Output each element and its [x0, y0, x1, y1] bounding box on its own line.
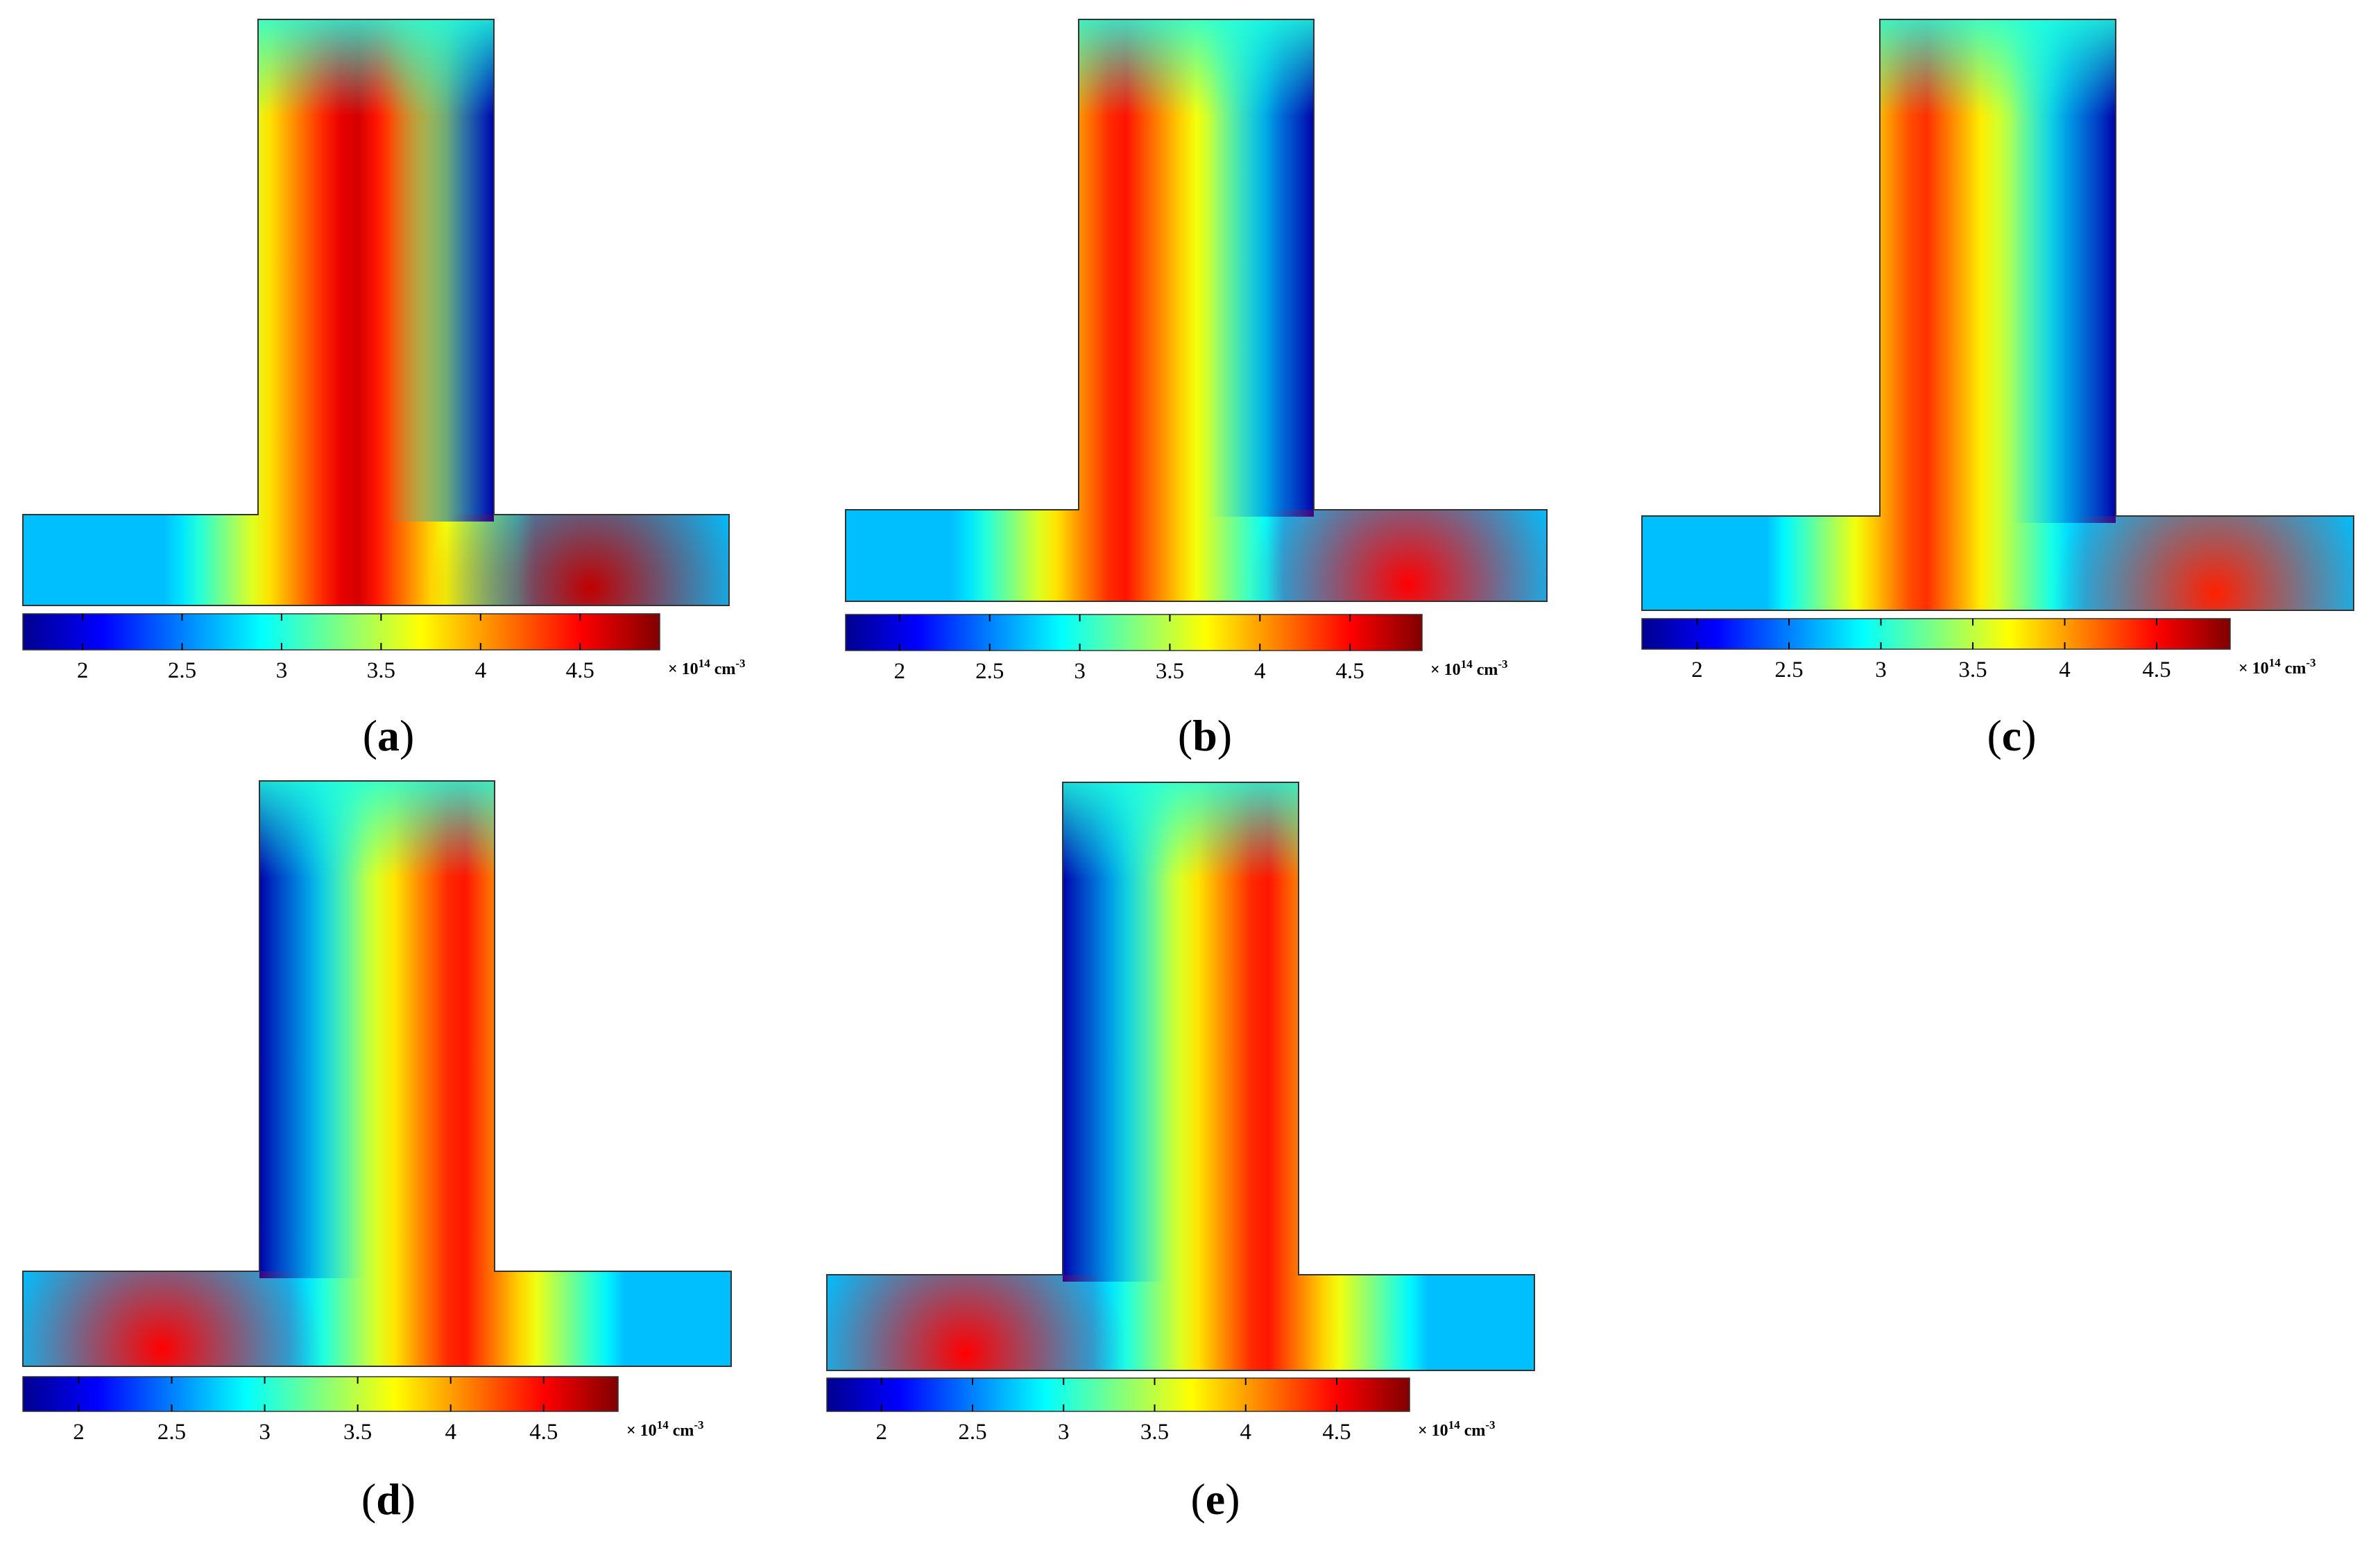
colorbar-tick-label: 4.5: [529, 1420, 558, 1445]
colorbar-tick-label: 2.5: [157, 1420, 186, 1445]
colorbar-tick-label: 3.5: [1140, 1420, 1169, 1445]
colorbar-tick-label: 2: [894, 659, 906, 684]
colorbar-unit: × 1014 cm-3: [626, 1418, 704, 1440]
colorbar-tick-label: 3: [1074, 659, 1086, 684]
colorbar-tick-label: 4.5: [2142, 657, 2171, 682]
panel-a: 2 2.5 3 3.5 4 4.5 × 1014 cm-3 (a): [22, 19, 746, 760]
colorbar-tick-label: 4.5: [1336, 659, 1364, 684]
colorbar-tick-label: 3.5: [343, 1420, 372, 1445]
panel-label-e: (e): [1190, 1474, 1240, 1524]
colorbar-tick-label: 2: [876, 1420, 888, 1445]
panel-c: 2 2.5 3 3.5 4 4.5 × 1014 cm-3 (c): [1641, 19, 2354, 760]
colorbar-tick-label: 3.5: [367, 658, 395, 683]
geometry-outline-b: [845, 19, 1548, 602]
colorbar-c: 2 2.5 3 3.5 4 4.5 × 1014 cm-3: [1641, 618, 2316, 682]
colorbar-tick-label: 2: [1691, 657, 1703, 682]
colorbar-unit: × 1014 cm-3: [1418, 1418, 1496, 1440]
colorbar-a: 2 2.5 3 3.5 4 4.5 × 1014 cm-3: [22, 613, 746, 683]
panel-label-b: (b): [1178, 711, 1232, 760]
colorbar-tick-label: 4.5: [566, 658, 594, 683]
colorbar-tick-label: 3: [259, 1420, 271, 1445]
colorbar-tick-label: 4: [475, 658, 487, 683]
colorbar-tick-label: 4: [445, 1420, 456, 1445]
colorbar-tick-label: 2.5: [958, 1420, 986, 1445]
colorbar-unit: × 1014 cm-3: [2238, 656, 2316, 678]
colorbar-tick-label: 3.5: [1958, 657, 1987, 682]
colorbar-b: 2 2.5 3 3.5 4 4.5 × 1014 cm-3: [845, 614, 1508, 684]
colorbar-tick-label: 4: [1254, 659, 1266, 684]
colorbar-tick-label: 2: [73, 1420, 85, 1445]
colorbar-tick-label: 3: [1875, 657, 1887, 682]
colorbar-unit: × 1014 cm-3: [1430, 657, 1508, 679]
colorbar-tick-label: 3: [276, 658, 288, 683]
panel-label-d: (d): [361, 1474, 416, 1524]
geometry-outline-c: [1641, 19, 2354, 611]
colorbar-tick-label: 3: [1058, 1420, 1070, 1445]
panel-e: 2 2.5 3 3.5 4 4.5 × 1014 cm-3 (e): [826, 782, 1535, 1524]
panel-d: 2 2.5 3 3.5 4 4.5 × 1014 cm-3 (d): [22, 780, 732, 1524]
panel-b: 2 2.5 3 3.5 4 4.5 × 1014 cm-3 (b): [845, 19, 1548, 760]
colorbar-unit: × 1014 cm-3: [668, 657, 746, 678]
colorbar-tick-label: 2: [77, 658, 89, 683]
colorbar-gradient: [845, 614, 1423, 651]
colorbar-gradient: [22, 1376, 619, 1412]
panel-label-a: (a): [363, 711, 415, 760]
colorbar-gradient: [22, 613, 660, 651]
colorbar-tick-label: 3.5: [1156, 659, 1184, 684]
colorbar-tick-label: 2.5: [168, 658, 196, 683]
colorbar-tick-label: 4: [1240, 1420, 1252, 1445]
geometry-outline-a: [22, 19, 730, 606]
colorbar-tick-label: 2.5: [975, 659, 1004, 684]
colorbar-tick-label: 4: [2059, 657, 2071, 682]
colorbar-gradient: [1641, 618, 2231, 650]
colorbar-d: 2 2.5 3 3.5 4 4.5 × 1014 cm-3: [22, 1376, 704, 1445]
geometry-outline-e: [826, 782, 1535, 1371]
colorbar-gradient: [826, 1377, 1410, 1412]
colorbar-tick-label: 4.5: [1322, 1420, 1351, 1445]
panel-label-c: (c): [1987, 711, 2036, 760]
colorbar-e: 2 2.5 3 3.5 4 4.5 × 1014 cm-3: [826, 1377, 1496, 1445]
colorbar-tick-label: 2.5: [1774, 657, 1803, 682]
geometry-outline-d: [22, 780, 732, 1367]
